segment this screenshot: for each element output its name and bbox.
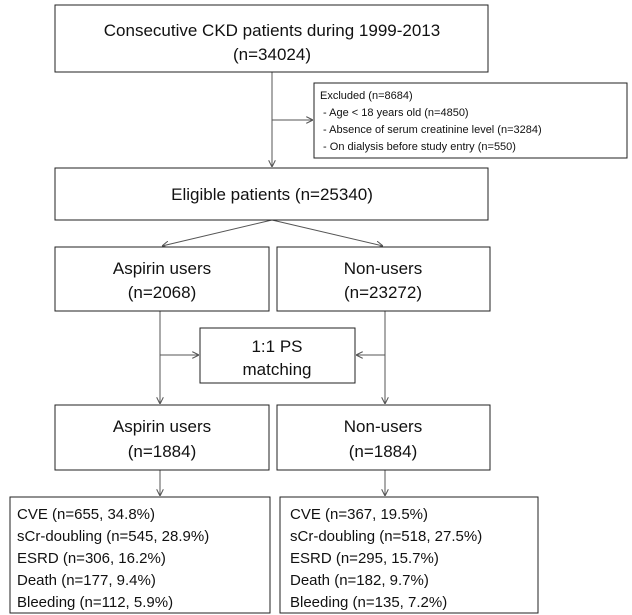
node-text: (n=2068) — [128, 283, 197, 302]
node-text: (n=34024) — [233, 45, 311, 64]
box — [276, 246, 491, 312]
node-text: Excluded (n=8684) — [320, 90, 413, 102]
node-text: Aspirin users — [113, 259, 211, 278]
box — [54, 4, 489, 73]
node-text: sCr-doubling (n=545, 28.9%) — [17, 528, 209, 545]
node-text: Consecutive CKD patients during 1999-201… — [104, 21, 440, 40]
box — [199, 327, 356, 384]
node-text: - On dialysis before study entry (n=550) — [320, 141, 516, 153]
node-text: Death (n=177, 9.4%) — [17, 572, 156, 589]
box — [54, 167, 489, 221]
box — [54, 404, 270, 471]
node-text: matching — [243, 360, 312, 379]
node-text: Bleeding (n=135, 7.2%) — [290, 594, 447, 611]
node-text: 1:1 PS — [251, 337, 302, 356]
node-text: Bleeding (n=112, 5.9%) — [17, 594, 173, 611]
arrow — [162, 219, 273, 246]
node-text: - Age < 18 years old (n=4850) — [320, 107, 469, 119]
box — [9, 496, 271, 614]
node-text: Non-users — [344, 259, 422, 278]
arrows — [160, 72, 385, 496]
node-text: - Absence of serum creatinine level (n=3… — [320, 124, 542, 136]
node-text: ESRD (n=306, 16.2%) — [17, 550, 166, 567]
node-text: (n=1884) — [128, 442, 197, 461]
node-text: CVE (n=367, 19.5%) — [290, 506, 428, 523]
node-text: CVE (n=655, 34.8%) — [17, 506, 155, 523]
node-text: sCr-doubling (n=518, 27.5%) — [290, 528, 482, 545]
box — [54, 246, 270, 312]
box — [279, 496, 539, 614]
node-text: Non-users — [344, 417, 422, 436]
node-text: ESRD (n=295, 15.7%) — [290, 550, 439, 567]
box — [313, 82, 628, 159]
node-text: Death (n=182, 9.7%) — [290, 572, 429, 589]
box — [276, 404, 491, 471]
arrow — [271, 219, 383, 246]
node-text: (n=1884) — [349, 442, 418, 461]
node-text: (n=23272) — [344, 283, 422, 302]
node-text: Aspirin users — [113, 417, 211, 436]
node-text: Eligible patients (n=25340) — [171, 185, 373, 204]
